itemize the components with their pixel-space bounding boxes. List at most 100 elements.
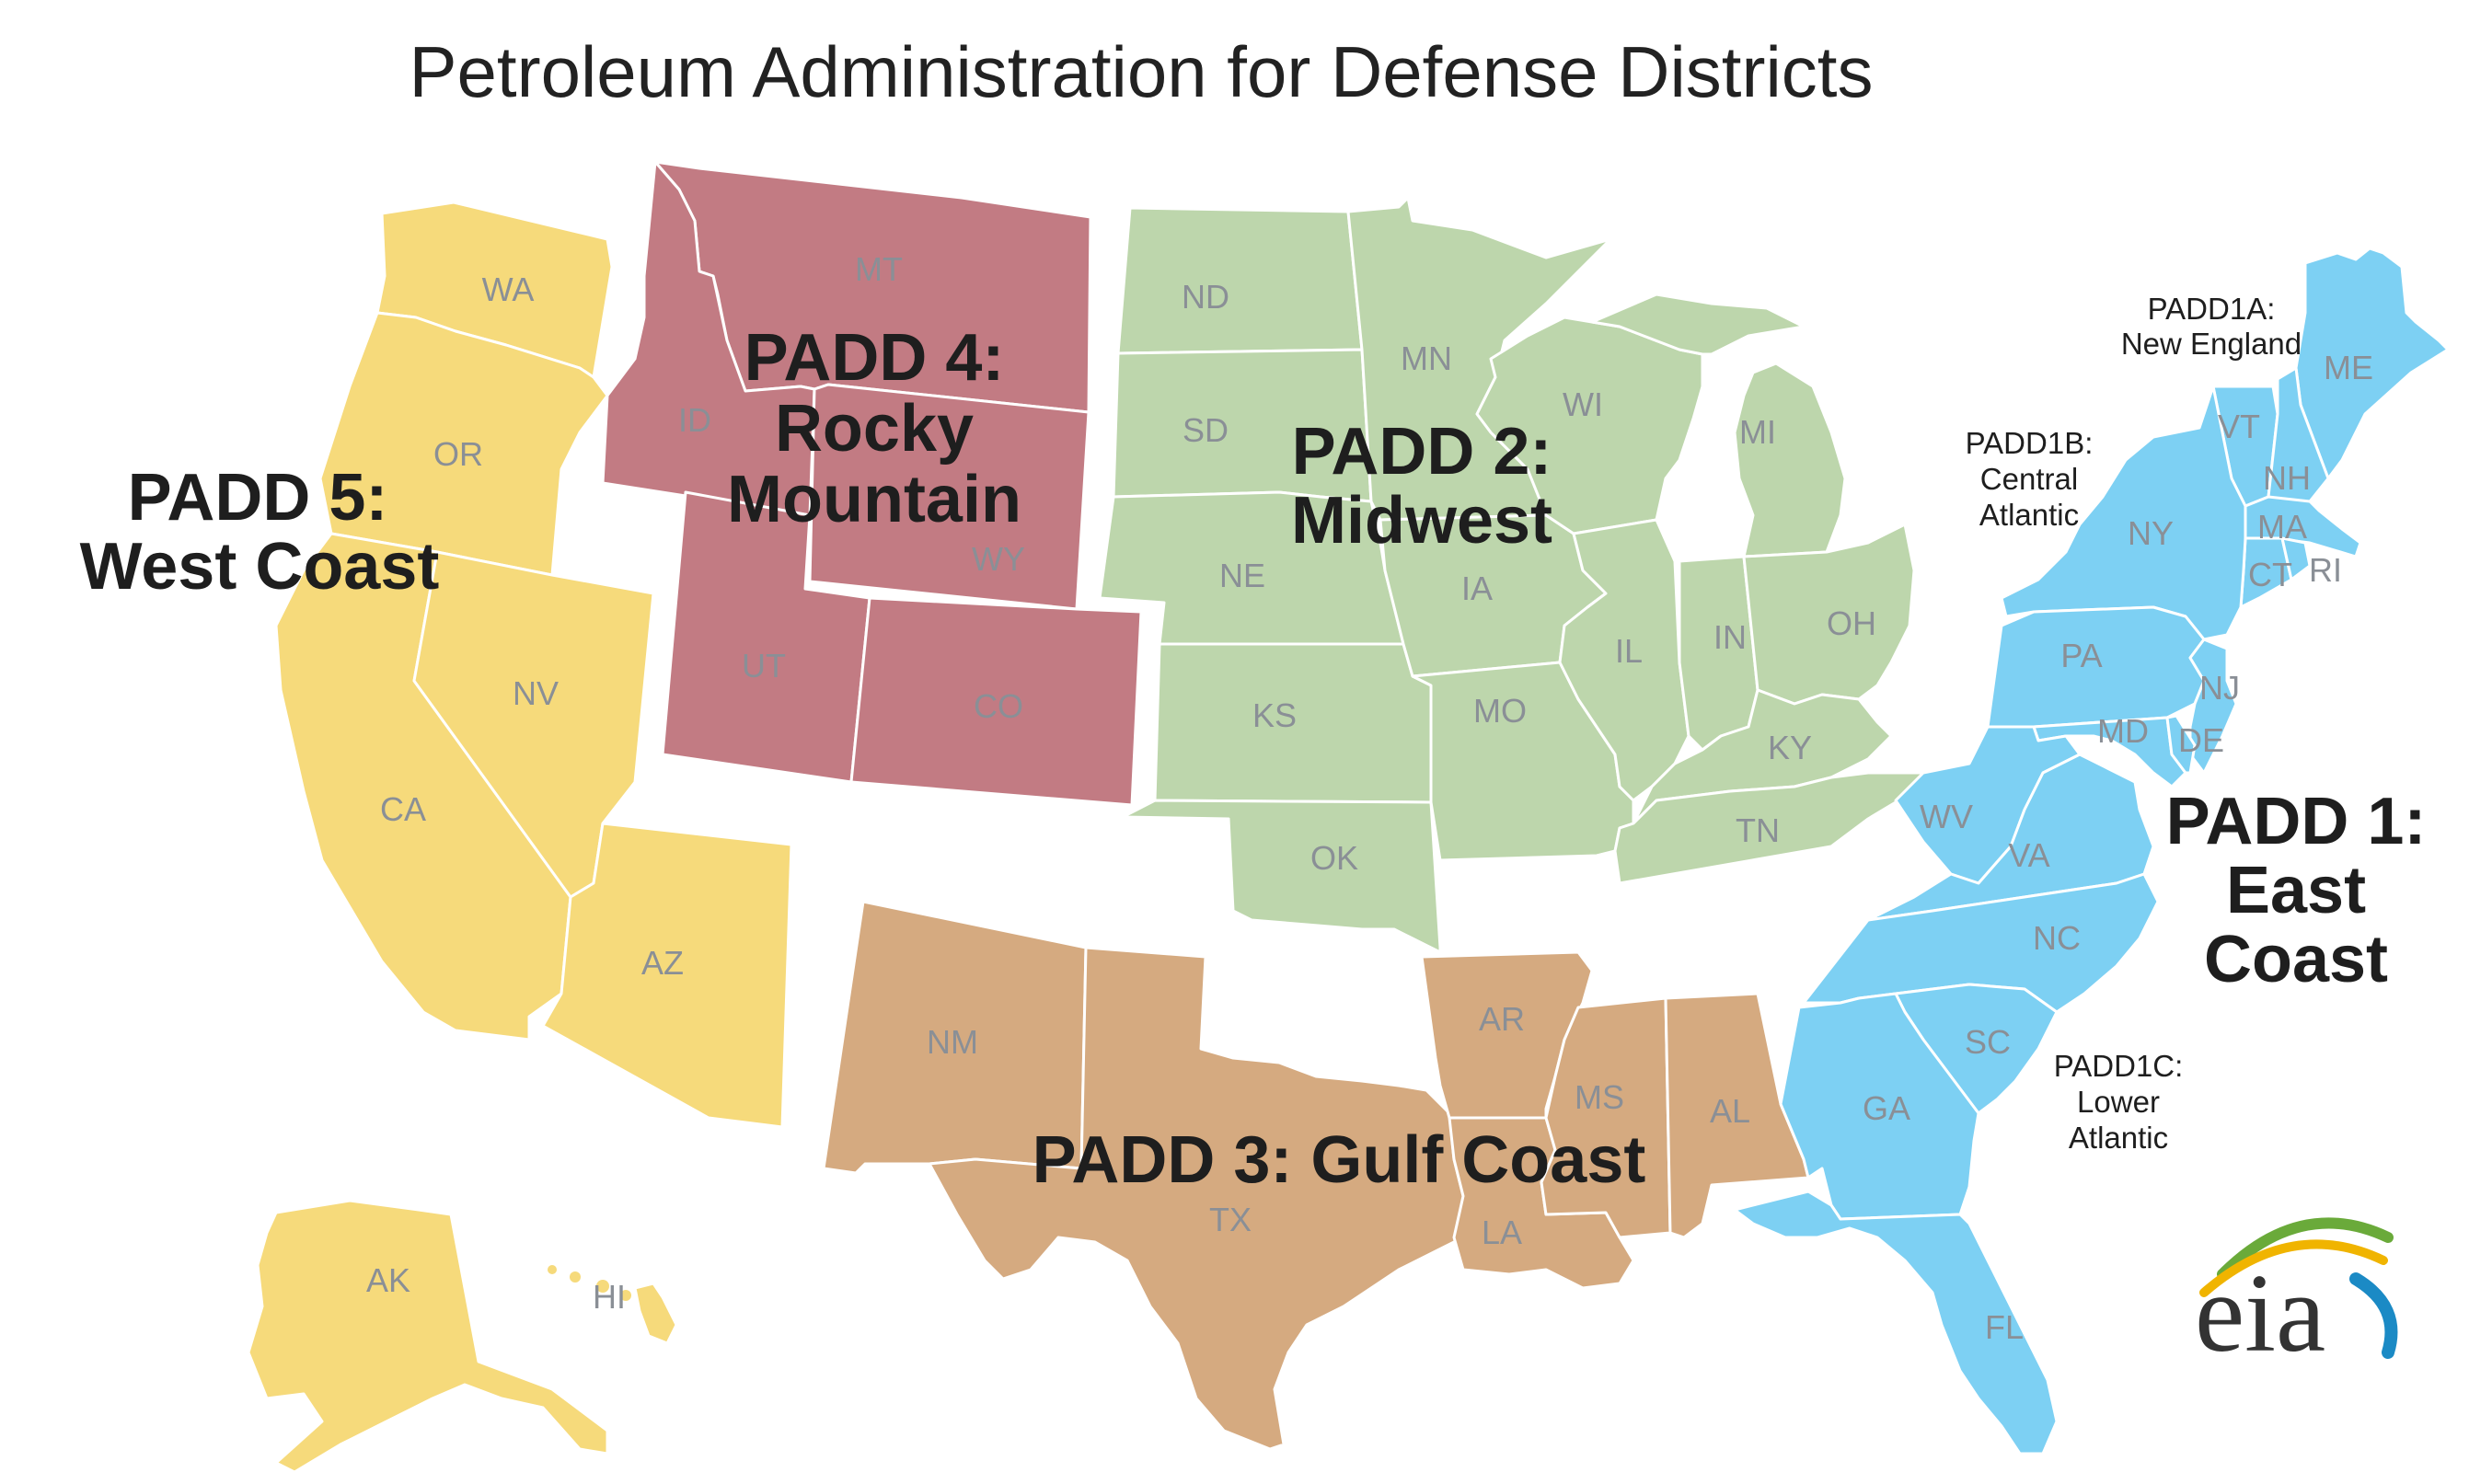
state-al[interactable] — [1664, 992, 1810, 1239]
label-az: AZ — [641, 944, 684, 982]
label-nd: ND — [1182, 278, 1229, 316]
padd1-label-line1: PADD 1: — [2166, 785, 2427, 858]
padd4-label-line2: Rocky — [775, 392, 974, 466]
padd2-label-line2: Midwest — [1291, 484, 1552, 558]
label-wi: WI — [1563, 385, 1603, 423]
label-or: OR — [433, 435, 483, 473]
label-mi: MI — [1739, 413, 1776, 451]
label-ut: UT — [742, 647, 786, 684]
label-mt: MT — [855, 250, 903, 288]
label-mn: MN — [1401, 339, 1452, 377]
label-oh: OH — [1827, 604, 1876, 642]
padd5-label-line2: West Coast — [80, 530, 440, 604]
eia-logo: eia — [2195, 1217, 2398, 1375]
padd1-label-line2: East — [2226, 854, 2366, 927]
state-az[interactable] — [541, 822, 793, 1129]
padd1b-label-line3: Atlantic — [1979, 498, 2079, 532]
state-ri[interactable] — [2280, 536, 2312, 581]
state-wy[interactable] — [808, 383, 1090, 611]
padd1c-label-line2: Lower — [2077, 1085, 2160, 1119]
label-la: LA — [1482, 1214, 1522, 1251]
padd2-label-line1: PADD 2: — [1292, 415, 1552, 489]
padd1a-label-line1: PADD1A: — [2148, 292, 2276, 326]
padd1-label-line3: Coast — [2204, 923, 2388, 996]
label-fl: FL — [1985, 1308, 2024, 1346]
label-me: ME — [2324, 349, 2373, 386]
padd-labels: PADD 5: West Coast PADD 4: Rocky Mountai… — [80, 321, 2427, 1197]
label-ny: NY — [2128, 514, 2174, 552]
label-co: CO — [974, 687, 1023, 725]
padd3-label: PADD 3: Gulf Coast — [1033, 1123, 1646, 1197]
state-nd[interactable] — [1116, 206, 1364, 355]
state-id[interactable] — [601, 160, 816, 517]
label-tn: TN — [1736, 811, 1780, 849]
label-ok: OK — [1310, 839, 1358, 877]
label-wv: WV — [1920, 798, 1973, 835]
label-va: VA — [2008, 836, 2049, 874]
state-nj[interactable] — [2188, 638, 2238, 775]
padd1-region — [1733, 247, 2450, 1455]
state-or[interactable] — [318, 311, 609, 577]
label-de: DE — [2178, 721, 2224, 759]
padd5-label-line1: PADD 5: — [128, 461, 388, 535]
state-ga[interactable] — [1779, 992, 1980, 1221]
padd5-region — [247, 201, 793, 1474]
label-pa: PA — [2060, 637, 2102, 674]
label-ri: RI — [2309, 551, 2342, 589]
label-sc: SC — [1965, 1023, 2011, 1061]
hi-islet — [548, 1265, 557, 1274]
label-nj: NJ — [2199, 669, 2240, 707]
logo-arc-blue — [2349, 1272, 2398, 1359]
state-tn[interactable] — [1613, 771, 1925, 885]
label-ky: KY — [1768, 729, 1812, 766]
label-ct: CT — [2248, 556, 2292, 593]
label-ca: CA — [380, 790, 426, 828]
state-hi[interactable] — [633, 1282, 678, 1345]
label-in: IN — [1713, 618, 1747, 656]
label-tx: TX — [1209, 1201, 1252, 1238]
label-nv: NV — [513, 674, 559, 712]
padd3-region — [822, 900, 1810, 1451]
padd1c-label-line1: PADD1C: — [2054, 1049, 2184, 1083]
state-tx[interactable] — [928, 946, 1465, 1451]
label-nc: NC — [2033, 919, 2081, 957]
hi-islet — [620, 1290, 631, 1301]
label-ma: MA — [2257, 508, 2307, 546]
label-al: AL — [1710, 1092, 1750, 1130]
logo-text: eia — [2195, 1251, 2325, 1375]
label-ia: IA — [1461, 569, 1493, 607]
logo-arc-green — [2217, 1217, 2394, 1280]
label-ks: KS — [1252, 696, 1297, 734]
label-ak: AK — [366, 1261, 410, 1299]
label-md: MD — [2097, 712, 2149, 750]
label-vt: VT — [2218, 408, 2260, 445]
label-il: IL — [1615, 632, 1643, 670]
hi-islet — [596, 1280, 609, 1293]
map-title: Petroleum Administration for Defense Dis… — [410, 31, 1874, 112]
label-ar: AR — [1479, 1000, 1525, 1038]
label-nh: NH — [2263, 459, 2311, 497]
padd4-label-line1: PADD 4: — [744, 321, 1005, 395]
subdistrict-labels: PADD1A: New England PADD1B: Central Atla… — [1966, 292, 2302, 1155]
state-de[interactable] — [2165, 714, 2197, 775]
label-ga: GA — [1863, 1089, 1910, 1127]
state-fl[interactable] — [1733, 1190, 2059, 1455]
label-sd: SD — [1183, 411, 1229, 449]
state-labels: WA OR CA NV AZ AK HI MT ID WY UT CO ND S… — [366, 250, 2373, 1346]
padd4-label-line3: Mountain — [727, 463, 1021, 536]
padd1a-label-line2: New England — [2121, 327, 2302, 361]
padd4-region — [601, 160, 1143, 807]
state-ok[interactable] — [1121, 799, 1442, 954]
label-mo: MO — [1473, 692, 1527, 730]
padd1c-label-line3: Atlantic — [2069, 1121, 2168, 1155]
padd1b-label-line2: Central — [1980, 462, 2078, 496]
label-nm: NM — [927, 1023, 978, 1061]
state-co[interactable] — [849, 596, 1143, 807]
state-ak[interactable] — [247, 1199, 609, 1474]
label-ms: MS — [1575, 1078, 1624, 1116]
padd2-region — [1098, 196, 1925, 954]
logo-arc-yellow — [2199, 1239, 2388, 1297]
label-wa: WA — [482, 270, 535, 308]
label-hi: HI — [593, 1278, 626, 1316]
